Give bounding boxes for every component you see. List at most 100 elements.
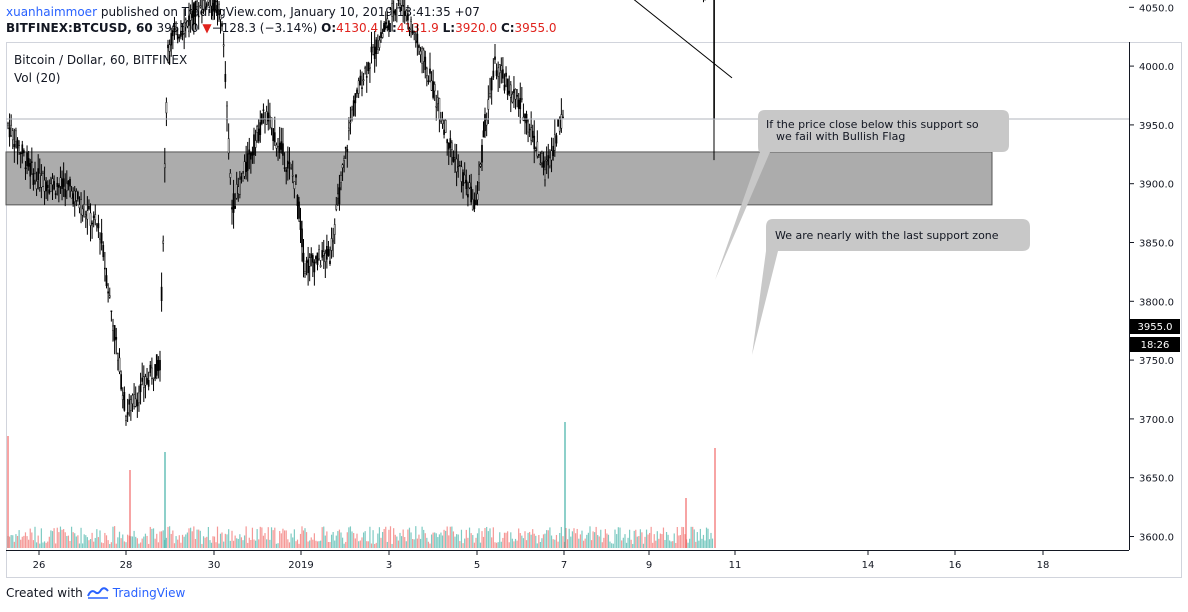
candle-body (23, 150, 25, 154)
volume-bar (437, 537, 439, 548)
volume-bar (40, 528, 42, 548)
volume-bar (161, 531, 163, 548)
candle-body (405, 10, 408, 17)
candle-body (338, 187, 341, 205)
volume-bar (541, 538, 543, 548)
volume-bar (133, 530, 135, 548)
volume-bar (426, 537, 428, 548)
volume-bar (424, 533, 426, 548)
volume-bar (218, 543, 220, 548)
volume-bar (191, 531, 193, 548)
callout-support-zone[interactable]: We are nearly with the last support zone (752, 219, 1030, 355)
candle-body (528, 128, 531, 131)
volume-bar (527, 532, 529, 548)
volume-bar (105, 535, 108, 548)
volume-bar (408, 527, 411, 548)
candle-body (159, 359, 161, 371)
candle-body (226, 105, 228, 121)
candle-body (147, 380, 150, 387)
callout-bubble (752, 219, 1030, 355)
volume-bar (557, 541, 559, 548)
volume-bar (228, 529, 230, 548)
candle-body (201, 11, 203, 14)
volume-bar (473, 542, 475, 548)
volume-bar (261, 527, 263, 548)
price-change: −128.3 (−3.14%) (211, 21, 318, 35)
author-link[interactable]: xuanhaimmoer (6, 5, 97, 19)
volume-bar (374, 543, 376, 548)
volume-bar (690, 526, 692, 548)
candle-body (27, 157, 30, 167)
candle-body (194, 1, 197, 18)
x-tick-label: 2019 (288, 560, 313, 571)
volume-bar (405, 541, 407, 548)
candle-body (341, 164, 344, 169)
callout-bullish-flag[interactable]: If the price close below this support so… (715, 110, 1009, 280)
volume-bar (655, 540, 657, 548)
volume-bar (312, 539, 314, 548)
candle-body (365, 76, 368, 78)
volume-bar (529, 531, 531, 548)
volume-bar (201, 543, 203, 548)
volume-bar (345, 541, 347, 548)
volume-bar (443, 529, 445, 548)
candle-body (257, 128, 260, 142)
volume-bar (323, 526, 325, 548)
candle-body (482, 130, 485, 138)
volume-bar (576, 528, 578, 548)
volume-bar (494, 542, 496, 548)
candle-body (326, 245, 328, 260)
volume-bar (185, 534, 187, 548)
candle-body (558, 118, 561, 132)
volume-bar (16, 535, 19, 548)
volume-bar (607, 534, 610, 548)
volume-bar (47, 541, 49, 548)
candle-body (527, 120, 529, 133)
candle-body (202, 0, 205, 10)
candle-body (97, 223, 100, 229)
volume-bar (475, 537, 477, 548)
volume-bar (282, 528, 284, 548)
candle-body (199, 5, 202, 8)
volume-bar (590, 540, 593, 548)
volume-bar (243, 535, 246, 548)
candle-body (167, 44, 169, 49)
y-tick-label: 3800.0 (1139, 297, 1174, 308)
candle-body (155, 354, 158, 376)
volume-bar (383, 528, 385, 548)
volume-bar (510, 532, 512, 548)
candle-body (478, 173, 480, 184)
volume-bar (385, 526, 387, 548)
candle-body (476, 193, 479, 201)
candle-body (533, 135, 536, 150)
volume-bar (136, 538, 138, 548)
candle-body (370, 46, 373, 53)
candle-body (139, 384, 142, 393)
candle-body (505, 72, 507, 77)
candle-body (216, 5, 219, 16)
candle-body (29, 163, 32, 177)
volume-bar (505, 532, 507, 548)
candle-body (149, 364, 152, 373)
candle-body (500, 65, 503, 71)
volume-bar (521, 535, 523, 548)
candle-body (42, 173, 44, 187)
volume-bar (256, 529, 258, 548)
candle-body (511, 93, 514, 103)
volume-bar (662, 527, 665, 548)
volume-bar (101, 542, 103, 548)
candle-body (495, 70, 498, 76)
volume-bar (647, 534, 649, 548)
volume-bar (53, 528, 55, 548)
close-label: C: (500, 21, 515, 35)
candle-body (308, 257, 311, 267)
volume-bar (89, 539, 92, 548)
tradingview-brand[interactable]: TradingView (112, 586, 186, 600)
candle-body (479, 163, 482, 167)
candle-body (394, 9, 397, 16)
volume-bar (542, 534, 545, 548)
candle-body (178, 36, 181, 39)
candle-body (256, 125, 258, 133)
price-chart[interactable]: Bitcoin / Dollar, 60, BITFINEX Vol (20) … (0, 0, 1188, 582)
volume-bar (231, 530, 233, 548)
